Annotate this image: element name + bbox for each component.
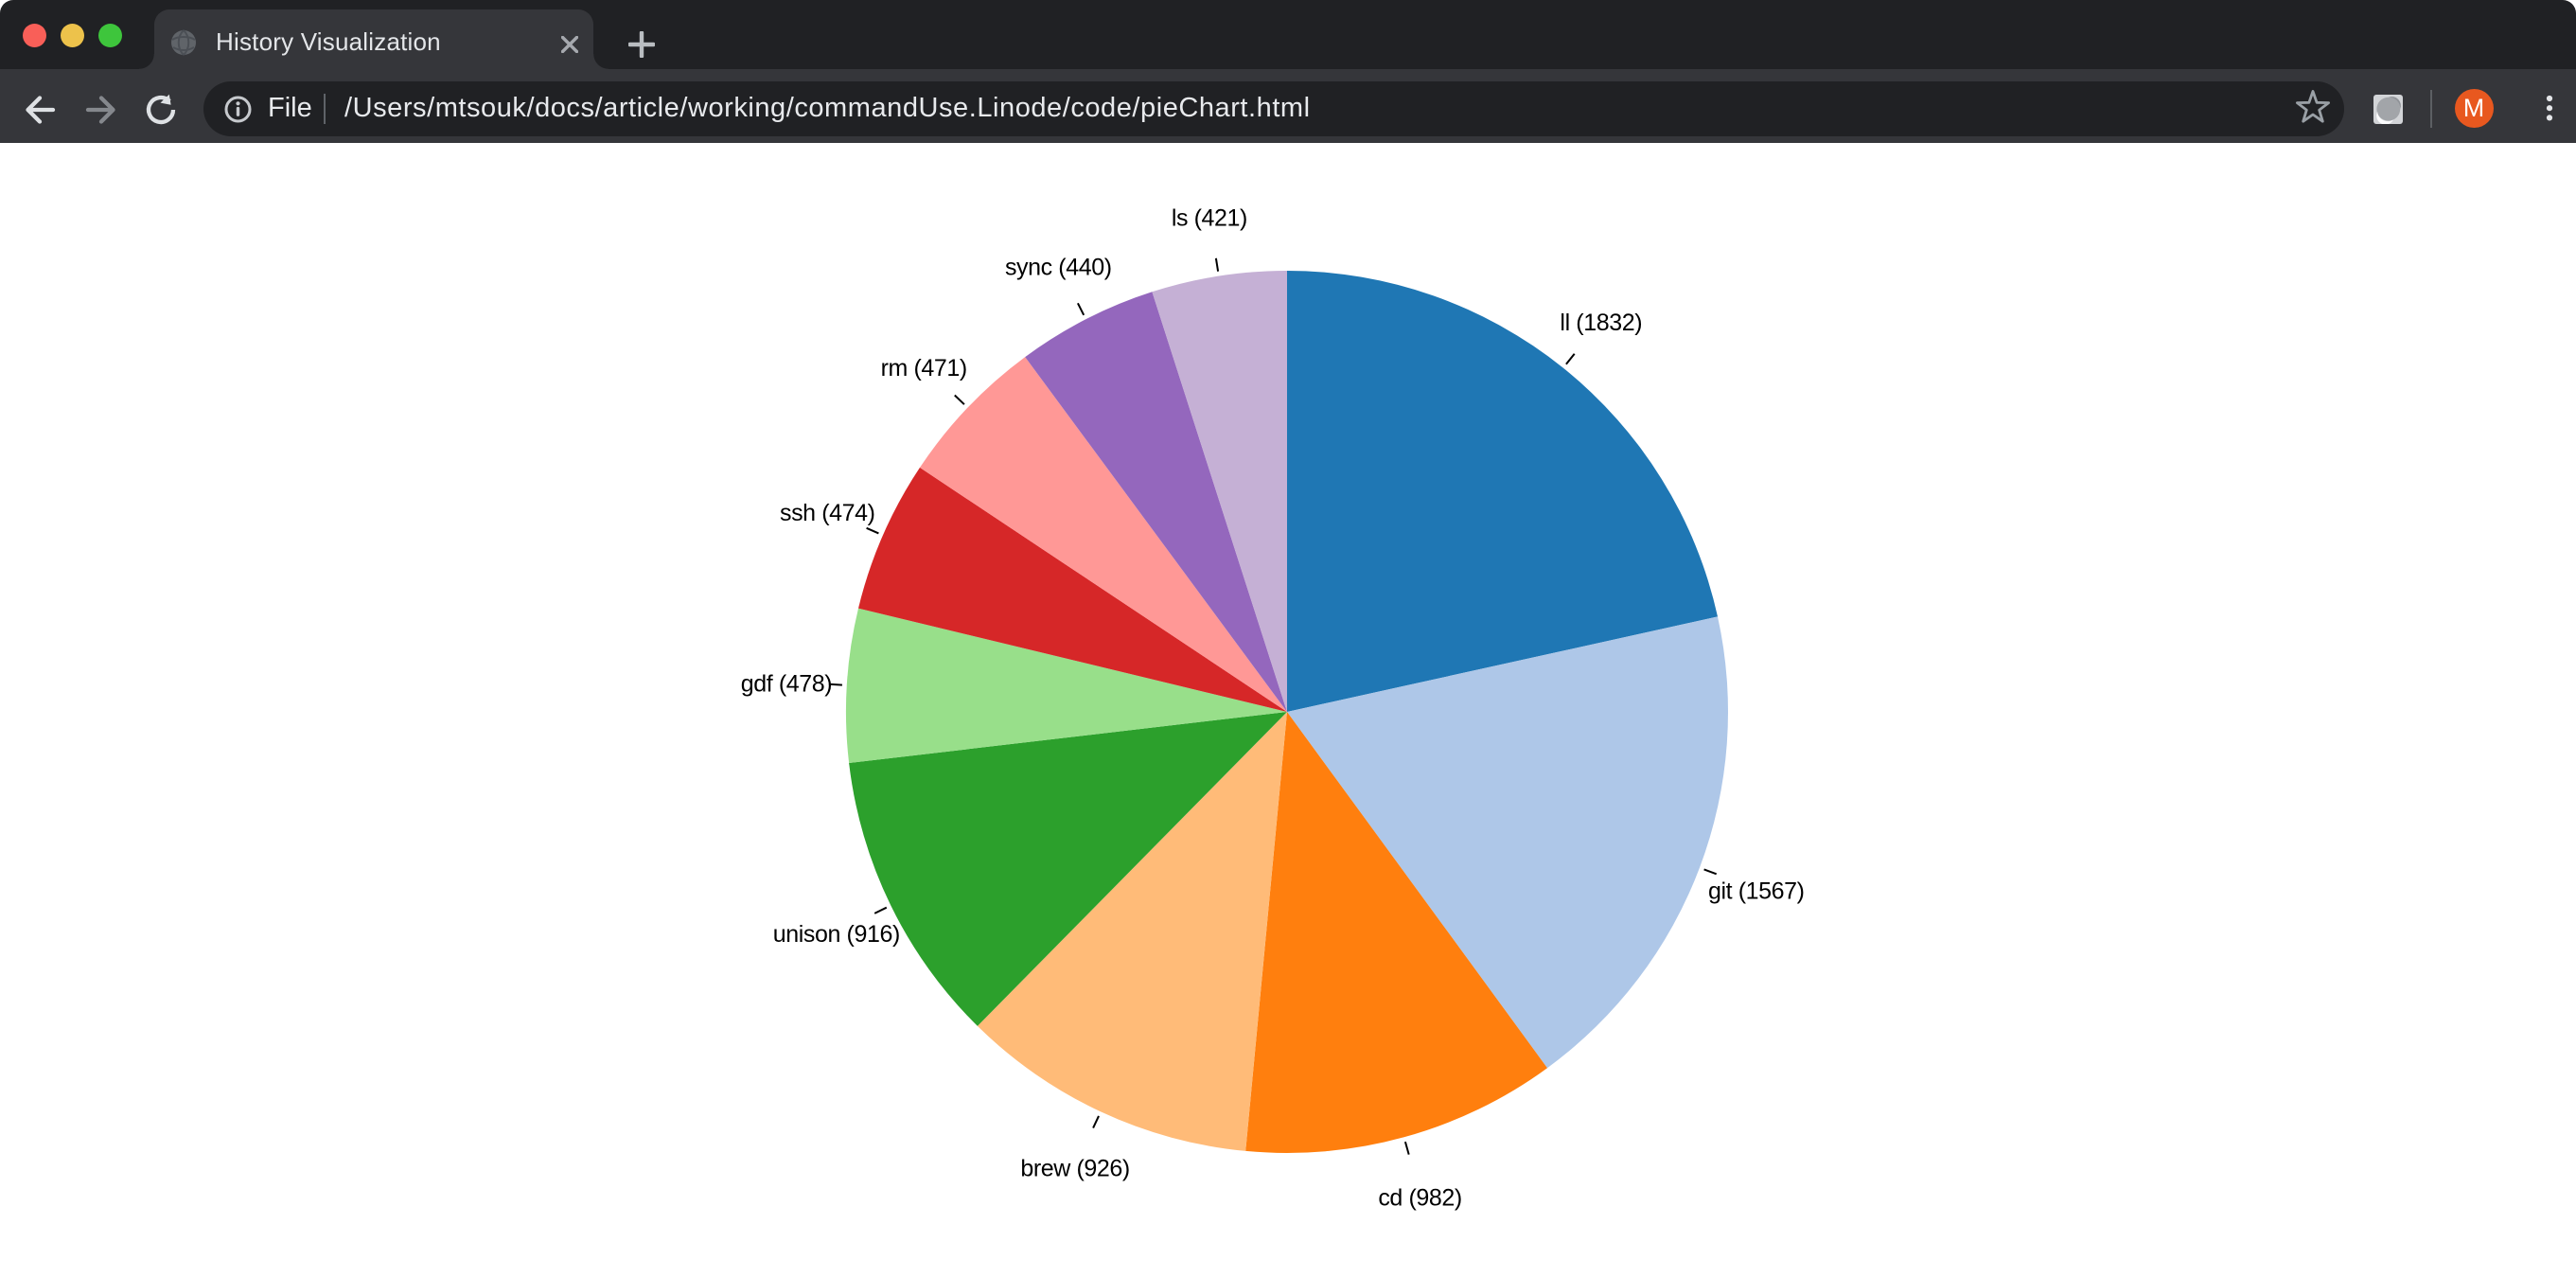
svg-text:ll (1832): ll (1832) xyxy=(1560,310,1642,336)
svg-text:cd (982): cd (982) xyxy=(1378,1184,1462,1211)
svg-text:rm (471): rm (471) xyxy=(881,355,967,381)
svg-text:brew (926): brew (926) xyxy=(1020,1156,1130,1182)
svg-text:git (1567): git (1567) xyxy=(1708,878,1805,905)
svg-text:ssh (474): ssh (474) xyxy=(780,500,875,526)
svg-text:unison (916): unison (916) xyxy=(773,921,900,948)
svg-text:gdf (478): gdf (478) xyxy=(741,670,832,697)
svg-text:sync (440): sync (440) xyxy=(1005,255,1112,281)
svg-text:ls (421): ls (421) xyxy=(1172,205,1247,232)
